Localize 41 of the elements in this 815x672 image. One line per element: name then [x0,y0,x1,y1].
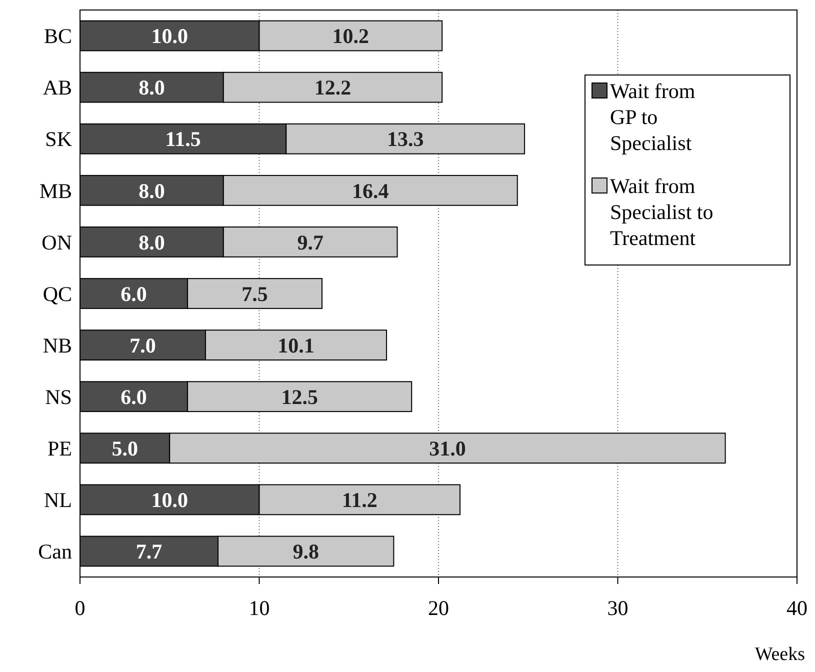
data-label: 31.0 [429,436,466,460]
data-label: 9.7 [297,230,324,254]
x-tick-label: 0 [74,596,86,620]
data-label: 11.5 [165,127,201,152]
data-label: 10.0 [151,488,188,512]
data-label: 7.0 [130,333,156,358]
data-label: 6.0 [120,384,147,409]
data-label: 9.8 [292,540,319,564]
data-label: 10.1 [278,333,314,358]
data-label: 13.3 [386,127,424,152]
y-tick-label: NS [45,384,72,409]
data-label: 10.2 [332,24,370,48]
data-label: 16.4 [352,178,390,203]
y-tick-label: PE [47,436,72,460]
y-tick-label: BC [44,24,72,48]
y-tick-label: NL [44,488,72,512]
x-tick-label: 10 [248,596,270,620]
data-label: 8.0 [138,76,165,100]
y-tick-label: NB [42,333,72,358]
y-tick-label: QC [42,282,72,306]
x-axis-title: Weeks [754,644,805,665]
legend-label: Wait from GP to Specialist [610,79,696,155]
y-tick-label: SK [45,127,72,152]
x-tick-label: 30 [607,596,628,620]
data-label: 7.7 [136,540,162,564]
data-label: 10.0 [151,24,188,48]
data-label: 12.5 [281,384,318,409]
data-label: 6.0 [120,282,147,306]
y-tick-label: Can [38,540,72,564]
y-tick-label: AB [42,76,72,100]
data-label: 12.2 [314,76,352,100]
y-tick-label: ON [42,230,72,254]
x-tick-label: 40 [786,596,808,620]
data-label: 5.0 [112,436,138,460]
data-label: 8.0 [138,230,165,254]
legend-label: Wait from Specialist to Treatment [610,174,714,250]
data-label: 11.2 [342,488,378,512]
x-tick-label: 20 [428,596,449,620]
data-label: 8.0 [138,178,165,203]
data-label: 7.5 [242,282,268,306]
y-tick-label: MB [39,178,72,203]
